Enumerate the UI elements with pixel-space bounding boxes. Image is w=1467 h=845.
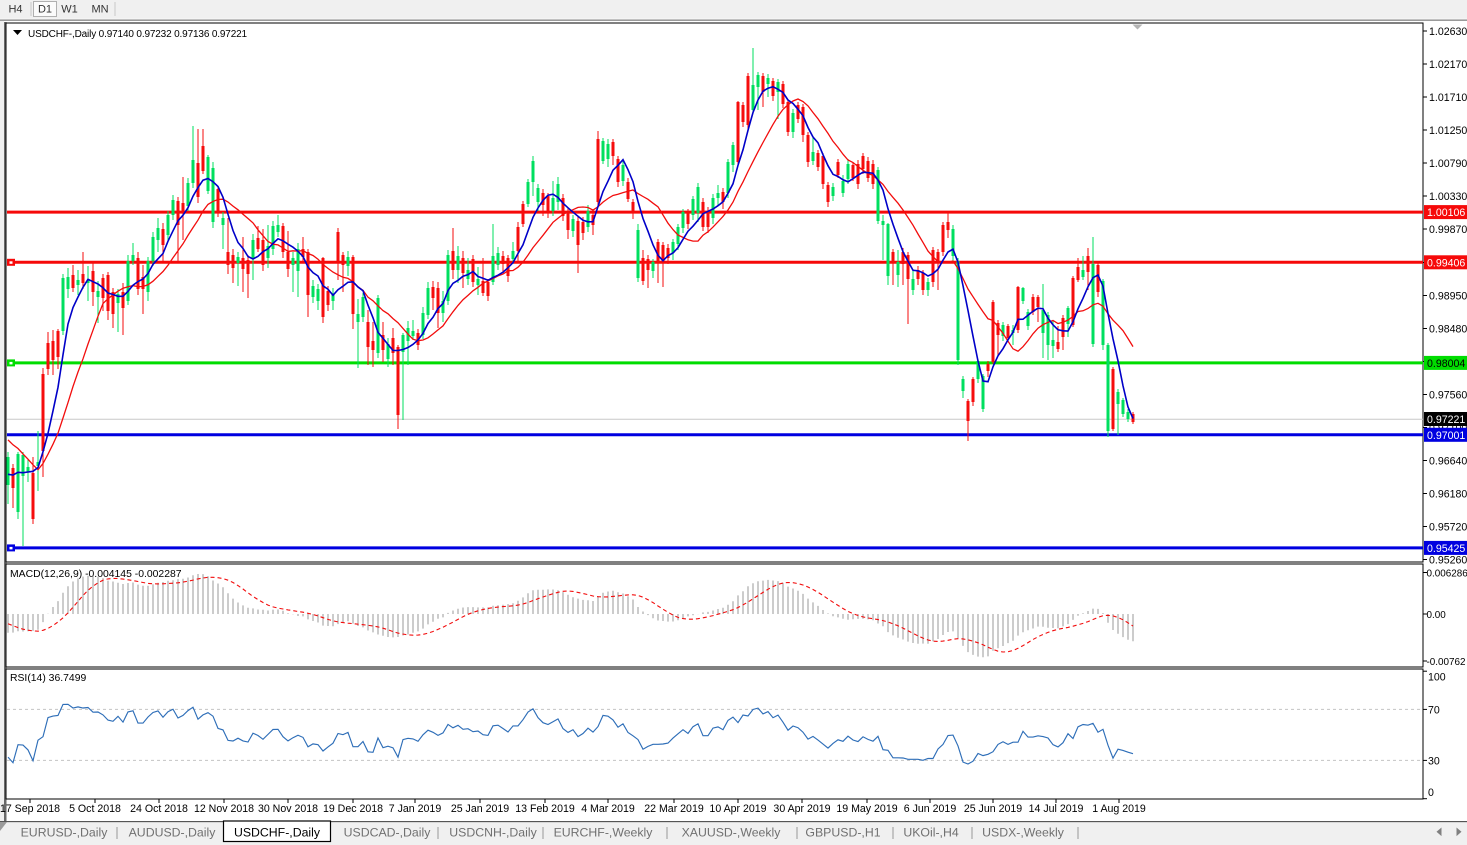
svg-text:30 Apr 2019: 30 Apr 2019 bbox=[773, 803, 830, 815]
svg-text:0.98950: 0.98950 bbox=[1429, 290, 1467, 302]
svg-text:EURCHF-,Weekly: EURCHF-,Weekly bbox=[554, 826, 654, 840]
svg-text:XAUUSD-,Weekly: XAUUSD-,Weekly bbox=[682, 826, 782, 840]
svg-text:0.98480: 0.98480 bbox=[1429, 323, 1467, 335]
svg-text:1.02630: 1.02630 bbox=[1429, 26, 1467, 38]
svg-text:MACD(12,26,9) -0.004145 -0.002: MACD(12,26,9) -0.004145 -0.002287 bbox=[10, 569, 182, 580]
svg-text:1.01250: 1.01250 bbox=[1429, 125, 1467, 137]
svg-text:H4: H4 bbox=[8, 4, 22, 16]
svg-text:GBPUSD-,H1: GBPUSD-,H1 bbox=[805, 826, 880, 840]
svg-text:25 Jun 2019: 25 Jun 2019 bbox=[964, 803, 1022, 815]
svg-text:25 Jan 2019: 25 Jan 2019 bbox=[451, 803, 509, 815]
svg-text:-0.00762: -0.00762 bbox=[1427, 657, 1466, 668]
svg-text:AUDUSD-,Daily: AUDUSD-,Daily bbox=[129, 826, 217, 840]
svg-text:4 Mar 2019: 4 Mar 2019 bbox=[581, 803, 635, 815]
svg-text:0.006286: 0.006286 bbox=[1427, 569, 1467, 580]
svg-text:24 Oct 2018: 24 Oct 2018 bbox=[130, 803, 188, 815]
svg-text:5 Oct 2018: 5 Oct 2018 bbox=[69, 803, 121, 815]
svg-text:0.95720: 0.95720 bbox=[1429, 522, 1467, 534]
svg-text:1.00790: 1.00790 bbox=[1429, 158, 1467, 170]
svg-text:|: | bbox=[541, 826, 544, 840]
svg-text:0.95425: 0.95425 bbox=[1427, 543, 1465, 555]
svg-text:1.01710: 1.01710 bbox=[1429, 92, 1467, 104]
svg-text:0.97221: 0.97221 bbox=[1427, 414, 1465, 426]
svg-text:|: | bbox=[115, 826, 118, 840]
svg-text:12 Nov 2018: 12 Nov 2018 bbox=[194, 803, 254, 815]
svg-text:19 May 2019: 19 May 2019 bbox=[836, 803, 897, 815]
svg-text:1.00106: 1.00106 bbox=[1427, 207, 1465, 219]
svg-text:14 Jul 2019: 14 Jul 2019 bbox=[1029, 803, 1084, 815]
svg-text:USDCHF-,Daily: USDCHF-,Daily bbox=[234, 826, 321, 840]
svg-text:30: 30 bbox=[1428, 756, 1440, 768]
svg-text:30 Nov 2018: 30 Nov 2018 bbox=[258, 803, 318, 815]
svg-text:0.96640: 0.96640 bbox=[1429, 456, 1467, 468]
svg-text:6 Jun 2019: 6 Jun 2019 bbox=[904, 803, 957, 815]
svg-text:USDX-,Weekly: USDX-,Weekly bbox=[982, 826, 1065, 840]
svg-text:0.97001: 0.97001 bbox=[1427, 430, 1465, 442]
svg-text:|: | bbox=[891, 826, 894, 840]
svg-text:0.99406: 0.99406 bbox=[1427, 257, 1465, 269]
svg-text:|: | bbox=[665, 826, 668, 840]
svg-text:70: 70 bbox=[1428, 705, 1440, 717]
svg-text:USDCNH-,Daily: USDCNH-,Daily bbox=[449, 826, 537, 840]
svg-text:22 Mar 2019: 22 Mar 2019 bbox=[644, 803, 704, 815]
svg-text:1.02170: 1.02170 bbox=[1429, 59, 1467, 71]
svg-text:|: | bbox=[1076, 826, 1079, 840]
svg-text:19 Dec 2018: 19 Dec 2018 bbox=[323, 803, 383, 815]
svg-text:USDCHF-,Daily 0.97140 0.97232: USDCHF-,Daily 0.97140 0.97232 0.97136 0.… bbox=[28, 29, 248, 40]
svg-text:W1: W1 bbox=[61, 4, 78, 16]
svg-text:MN: MN bbox=[91, 4, 108, 16]
svg-text:0.96180: 0.96180 bbox=[1429, 489, 1467, 501]
svg-text:1 Aug 2019: 1 Aug 2019 bbox=[1092, 803, 1146, 815]
svg-text:|: | bbox=[436, 826, 439, 840]
svg-text:1.00330: 1.00330 bbox=[1429, 191, 1467, 203]
svg-text:17 Sep 2018: 17 Sep 2018 bbox=[0, 803, 60, 815]
svg-text:UKOil-,H4: UKOil-,H4 bbox=[903, 826, 959, 840]
svg-text:|: | bbox=[795, 826, 798, 840]
svg-text:13 Feb 2019: 13 Feb 2019 bbox=[515, 803, 575, 815]
svg-text:0.98004: 0.98004 bbox=[1427, 358, 1465, 370]
svg-text:|: | bbox=[970, 826, 973, 840]
svg-text:100: 100 bbox=[1428, 672, 1446, 684]
svg-text:10 Apr 2019: 10 Apr 2019 bbox=[709, 803, 766, 815]
svg-text:RSI(14) 36.7499: RSI(14) 36.7499 bbox=[10, 673, 86, 684]
svg-text:0.95260: 0.95260 bbox=[1429, 555, 1467, 567]
svg-text:USDCAD-,Daily: USDCAD-,Daily bbox=[344, 826, 432, 840]
svg-text:D1: D1 bbox=[38, 4, 52, 16]
svg-text:0.00: 0.00 bbox=[1427, 610, 1447, 621]
svg-text:7 Jan 2019: 7 Jan 2019 bbox=[389, 803, 442, 815]
svg-text:0.97560: 0.97560 bbox=[1429, 389, 1467, 401]
svg-text:EURUSD-,Daily: EURUSD-,Daily bbox=[21, 826, 109, 840]
svg-text:0: 0 bbox=[1428, 787, 1434, 799]
svg-text:0.99870: 0.99870 bbox=[1429, 224, 1467, 236]
